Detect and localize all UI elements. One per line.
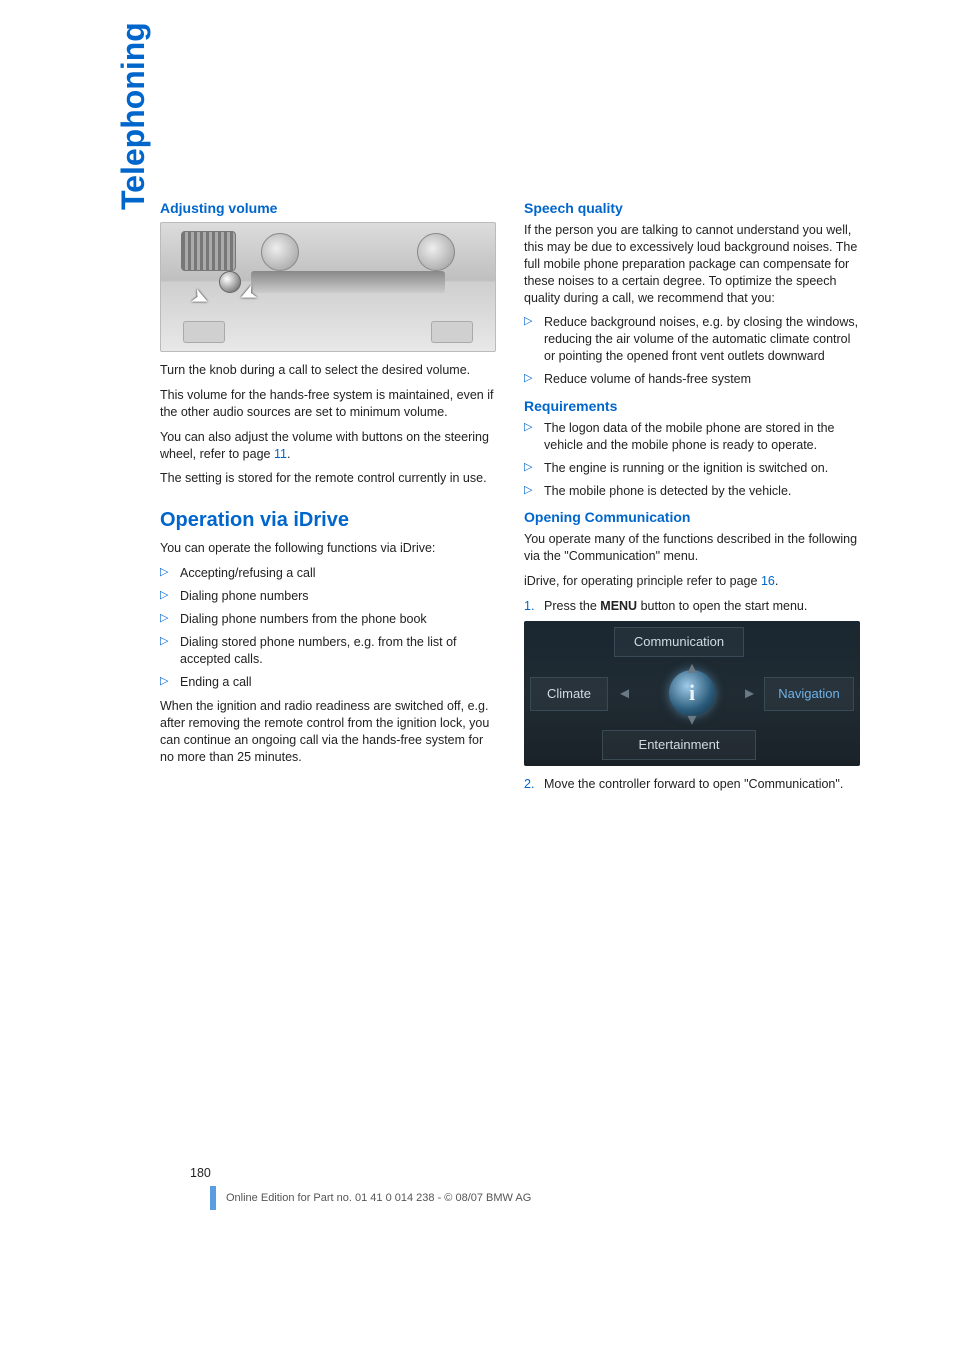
para: This volume for the hands-free system is…	[160, 387, 496, 421]
heading-speech-quality: Speech quality	[524, 200, 860, 216]
page-number: 180	[190, 1166, 211, 1180]
figure-volume-knob: ➤ ➤	[160, 222, 496, 352]
para: You can operate the following functions …	[160, 540, 496, 557]
para: iDrive, for operating principle refer to…	[524, 573, 860, 590]
list-item: Reduce background noises, e.g. by closin…	[524, 314, 860, 365]
list-item: 1. Press the MENU button to open the sta…	[524, 598, 860, 615]
step-number: 1.	[524, 598, 534, 615]
text: iDrive, for operating principle refer to…	[524, 574, 761, 588]
text: .	[775, 574, 778, 588]
para: The setting is stored for the remote con…	[160, 470, 496, 487]
footer-text: Online Edition for Part no. 01 41 0 014 …	[226, 1192, 531, 1204]
page-ref-link[interactable]: 16	[761, 574, 775, 588]
text: .	[287, 447, 290, 461]
bullet-list: The logon data of the mobile phone are s…	[524, 420, 860, 500]
heading-requirements: Requirements	[524, 398, 860, 414]
bullet-list: Reduce background noises, e.g. by closin…	[524, 314, 860, 388]
para: Turn the knob during a call to select th…	[160, 362, 496, 379]
list-item: Dialing phone numbers	[160, 588, 496, 605]
para: When the ignition and radio readiness ar…	[160, 698, 496, 766]
list-item: The mobile phone is detected by the vehi…	[524, 483, 860, 500]
chevron-down-icon: ▾	[687, 709, 696, 730]
list-item: 2. Move the controller forward to open "…	[524, 776, 860, 793]
para: You can also adjust the volume with butt…	[160, 429, 496, 463]
text: button to open the start menu.	[637, 599, 807, 613]
text: Press the	[544, 599, 600, 613]
list-item: Accepting/refusing a call	[160, 565, 496, 582]
heading-adjusting-volume: Adjusting volume	[160, 200, 496, 216]
bullet-list: Accepting/refusing a call Dialing phone …	[160, 565, 496, 690]
chevron-up-icon: ▴	[687, 657, 696, 678]
para: If the person you are talking to cannot …	[524, 222, 860, 306]
step-number: 2.	[524, 776, 534, 793]
text: You can also adjust the volume with butt…	[160, 430, 489, 461]
idrive-item-communication: Communication	[614, 627, 744, 657]
idrive-item-climate: Climate	[530, 677, 608, 711]
heading-operation-via-idrive: Operation via iDrive	[160, 509, 496, 532]
footer-accent-bar	[210, 1186, 216, 1210]
list-item: Ending a call	[160, 674, 496, 691]
numbered-list: 1. Press the MENU button to open the sta…	[524, 598, 860, 615]
idrive-item-navigation: Navigation	[764, 677, 854, 711]
page-ref-link[interactable]: 11	[274, 447, 287, 461]
list-item: The logon data of the mobile phone are s…	[524, 420, 860, 454]
numbered-list: 2. Move the controller forward to open "…	[524, 776, 860, 793]
heading-opening-communication: Opening Communication	[524, 509, 860, 525]
para: You operate many of the functions descri…	[524, 531, 860, 565]
list-item: Reduce volume of hands-free system	[524, 371, 860, 388]
list-item: The engine is running or the ignition is…	[524, 460, 860, 477]
section-label: Telephoning	[115, 22, 152, 210]
chevron-right-icon: ▸	[745, 683, 754, 704]
list-item: Dialing stored phone numbers, e.g. from …	[160, 634, 496, 668]
menu-button-label: MENU	[600, 599, 637, 613]
text: Move the controller forward to open "Com…	[544, 777, 843, 791]
figure-idrive-menu: Communication Climate Navigation Enterta…	[524, 621, 860, 766]
chevron-left-icon: ◂	[620, 683, 629, 704]
list-item: Dialing phone numbers from the phone boo…	[160, 611, 496, 628]
idrive-item-entertainment: Entertainment	[602, 730, 756, 760]
